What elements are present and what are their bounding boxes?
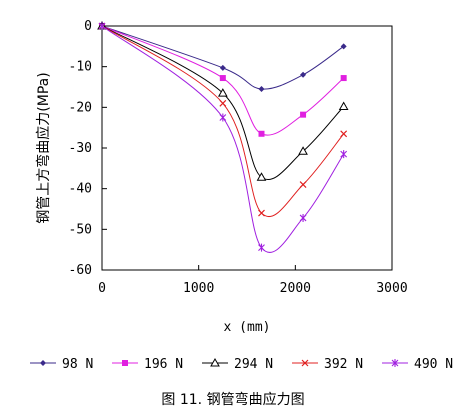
- y-tick-label: 0: [84, 19, 92, 34]
- data-point: [217, 88, 228, 97]
- series-line: [101, 25, 345, 180]
- data-point: [219, 64, 226, 71]
- x-tick-label: 0: [98, 281, 106, 296]
- figure-caption: 图 11. 钢管弯曲应力图: [161, 391, 304, 408]
- legend-marker: [40, 360, 46, 366]
- y-tick-label: -50: [69, 222, 92, 237]
- data-point: [300, 71, 307, 78]
- legend: 98 N 196 N 294 N 392 N 490 N: [30, 357, 453, 372]
- data-point: [340, 150, 348, 159]
- x-tick-label: 2000: [280, 281, 311, 296]
- legend-item: 392 N: [292, 357, 363, 372]
- legend-marker: [391, 359, 399, 367]
- legend-item: 98 N: [30, 357, 93, 372]
- data-point: [256, 172, 267, 181]
- legend-marker: [210, 357, 220, 367]
- legend-label: 392 N: [324, 357, 363, 372]
- legend-item: 196 N: [112, 357, 183, 372]
- x-tick-label: 1000: [183, 281, 214, 296]
- legend-item: 490 N: [382, 357, 453, 372]
- x-axis-label: x (mm): [224, 320, 271, 335]
- data-point: [340, 43, 347, 50]
- data-point: [338, 101, 349, 111]
- series-layer: [97, 20, 349, 253]
- data-point: [258, 86, 265, 93]
- y-tick-label: -10: [69, 60, 92, 75]
- legend-label: 490 N: [414, 357, 453, 372]
- legend-marker: [301, 359, 309, 367]
- data-point: [219, 99, 227, 107]
- data-point: [299, 181, 307, 189]
- data-point: [258, 130, 265, 137]
- legend-item: 294 N: [202, 357, 273, 372]
- x-axis-ticks: 0 1000 2000 3000: [98, 265, 408, 296]
- series-490-N: [98, 22, 348, 253]
- series-line: [101, 25, 345, 253]
- data-point: [340, 130, 348, 138]
- legend-marker: [122, 360, 128, 366]
- data-point: [258, 243, 265, 252]
- series-line: [101, 25, 345, 217]
- y-tick-label: -40: [69, 182, 92, 197]
- y-tick-label: -20: [69, 100, 92, 115]
- data-point: [298, 146, 308, 155]
- plot-area: [101, 25, 393, 271]
- data-point: [340, 75, 347, 82]
- data-point: [219, 75, 226, 82]
- x-tick-label: 3000: [376, 281, 407, 296]
- legend-label: 196 N: [144, 357, 183, 372]
- data-point: [98, 22, 106, 30]
- y-tick-label: -30: [69, 141, 92, 156]
- data-point: [219, 113, 227, 122]
- series-line: [101, 25, 344, 90]
- y-tick-label: -60: [69, 263, 92, 278]
- series-line: [101, 25, 345, 136]
- legend-label: 98 N: [62, 357, 93, 372]
- y-axis-ticks: 0 -10 -20 -30 -40 -50 -60: [69, 19, 107, 278]
- data-point: [299, 213, 307, 222]
- data-point: [300, 111, 307, 118]
- y-axis-label: 钢管上方弯曲应力(MPa): [35, 72, 52, 223]
- legend-label: 294 N: [234, 357, 273, 372]
- data-point: [258, 209, 265, 217]
